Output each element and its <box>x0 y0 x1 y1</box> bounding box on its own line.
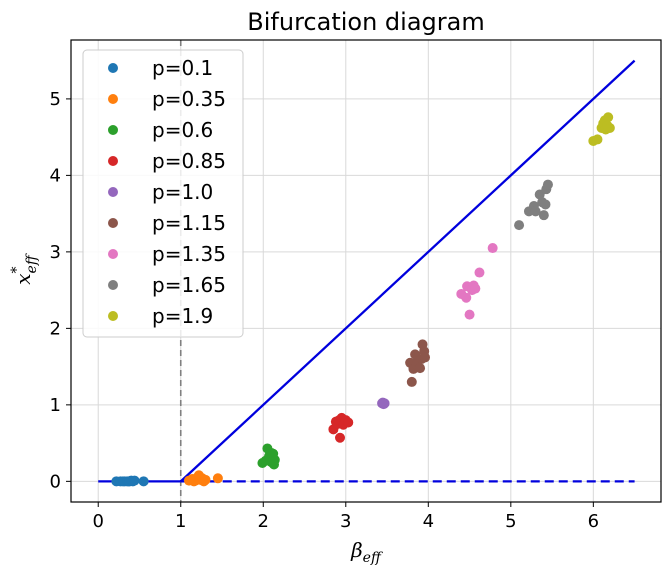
y-axis-label-sup: * <box>9 266 25 273</box>
y-tick-label: 5 <box>50 89 61 110</box>
data-point <box>129 475 140 486</box>
data-point <box>542 179 553 190</box>
legend-label: p=0.35 <box>152 87 226 111</box>
legend-marker <box>108 156 118 166</box>
x-tick-label: 6 <box>588 511 599 532</box>
y-axis-label-main: x <box>11 273 35 284</box>
legend-marker <box>108 249 118 259</box>
data-point <box>406 376 417 387</box>
nontrivial-branch-line <box>179 59 636 483</box>
data-point <box>200 474 211 485</box>
legend-marker <box>108 311 118 321</box>
legend-label: p=0.6 <box>152 118 213 142</box>
y-tick-label: 3 <box>50 242 61 263</box>
legend-marker <box>108 187 118 197</box>
legend-box <box>82 49 244 338</box>
legend-label: p=1.0 <box>152 180 213 204</box>
legend-marker <box>108 218 118 228</box>
data-point <box>415 363 426 374</box>
data-point <box>269 454 280 465</box>
data-points <box>111 112 615 487</box>
data-point <box>212 473 223 484</box>
data-point <box>540 199 551 210</box>
legend-marker <box>108 125 118 135</box>
x-tick-label: 5 <box>505 511 516 532</box>
data-point <box>420 352 430 363</box>
data-point <box>461 292 472 303</box>
legend-label: p=1.65 <box>152 273 226 297</box>
data-point <box>464 309 475 320</box>
legend-label: p=1.15 <box>152 211 226 235</box>
x-axis-label-sub: eff <box>363 550 383 566</box>
y-tick-label: 4 <box>50 165 61 186</box>
legend-label: p=1.9 <box>152 304 213 328</box>
x-tick-label: 2 <box>258 511 269 532</box>
axis-ticks: 0 1 2 3 4 5 6 0 1 2 3 4 5 <box>50 89 600 532</box>
x-tick-label: 1 <box>175 511 186 532</box>
data-point <box>487 243 498 254</box>
y-tick-label: 2 <box>50 318 61 339</box>
y-axis-label: x*eff <box>9 253 40 285</box>
chart-title: Bifurcation diagram <box>247 8 484 36</box>
x-tick-label: 3 <box>340 511 351 532</box>
x-axis-label-main: β <box>350 538 363 562</box>
data-point <box>335 432 346 443</box>
data-point <box>138 476 149 487</box>
data-point <box>604 122 615 133</box>
x-axis-label: βeff <box>350 538 383 566</box>
y-tick-label: 0 <box>50 471 61 492</box>
data-point <box>538 210 549 221</box>
y-axis-label-sub: eff <box>24 253 40 273</box>
legend-marker <box>108 63 118 73</box>
legend-label: p=0.85 <box>152 149 226 173</box>
x-tick-label: 0 <box>93 511 104 532</box>
legend: p=0.1 p=0.35 p=0.6 p=0.85 p=1.0 p=1.15 p=1.35 p… <box>82 49 244 338</box>
legend-marker <box>108 280 118 290</box>
legend-label: p=1.35 <box>152 242 226 266</box>
data-point <box>343 417 354 428</box>
x-tick-label: 4 <box>423 511 434 532</box>
data-point <box>379 398 390 409</box>
data-point <box>592 134 603 145</box>
data-point <box>470 283 481 294</box>
data-point <box>603 112 614 123</box>
data-point <box>514 220 525 231</box>
data-point <box>530 206 541 217</box>
legend-label: p=0.1 <box>152 56 213 80</box>
plot-frame <box>70 39 662 503</box>
data-point <box>474 267 485 278</box>
y-tick-label: 1 <box>50 395 61 416</box>
legend-marker <box>108 94 118 104</box>
